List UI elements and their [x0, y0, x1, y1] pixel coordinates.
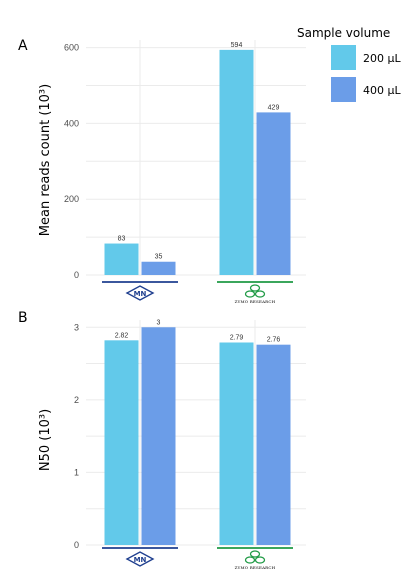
panel-a-y-tick-1: 200	[64, 194, 79, 204]
legend: Sample volume 200 µL 400 µL	[297, 26, 401, 102]
panel-b-bar-1-0	[219, 342, 254, 545]
panel-b-y-ticks: 0 1 2 3	[74, 322, 79, 550]
panel-b: B N50 (10³) 0 1 2 3 2.82 3 2.79 2.76 MN ZYMO RE…	[18, 310, 306, 570]
panel-b-zymo-logo-ring-top	[249, 550, 261, 558]
panel-b-bar-0-1	[141, 327, 176, 545]
panel-a-bars: 83 35 594 429	[104, 42, 291, 275]
panel-a-category-logos: MN ZYMO RESEARCH	[102, 281, 293, 304]
panel-b-y-tick-1: 1	[74, 467, 79, 477]
panel-a: A Mean reads count (10³) 0 200 400 600 83 35…	[18, 38, 306, 304]
panel-b-label: B	[18, 310, 28, 326]
panel-b-y-tick-0: 0	[74, 540, 79, 550]
panel-a-bar-label-1-1: 429	[268, 104, 280, 111]
panel-a-bar-1-1	[256, 112, 291, 275]
panel-b-bar-label-1-0: 2.79	[230, 335, 244, 342]
panel-a-zymo-logo-text: ZYMO RESEARCH	[235, 299, 276, 304]
panel-a-bar-label-1-0: 594	[231, 42, 243, 49]
panel-a-y-ticks: 0 200 400 600	[64, 43, 79, 280]
panel-a-bar-label-0-1: 35	[155, 254, 163, 261]
panel-a-label: A	[18, 38, 28, 54]
panel-b-zymo-logo-ring-left	[244, 556, 256, 564]
panel-b-y-tick-3: 3	[74, 322, 79, 332]
panel-a-zymo-logo-ring-top	[249, 284, 261, 292]
panel-b-mn-logo-text: MN	[134, 556, 147, 564]
panel-b-mn-logo-diamond	[125, 551, 155, 567]
panel-b-bar-label-1-1: 2.76	[267, 337, 281, 344]
panel-b-bars: 2.82 3 2.79 2.76	[104, 319, 291, 545]
panel-a-mn-logo-text: MN	[134, 290, 147, 298]
legend-title: Sample volume	[297, 26, 390, 40]
panel-a-zymo-logo-ring-right	[254, 290, 266, 298]
panel-b-zymo-logo-ring-right	[254, 556, 266, 564]
panel-b-zymo-logo-text: ZYMO RESEARCH	[235, 565, 276, 570]
panel-a-bar-1-0	[219, 49, 254, 275]
panel-a-mn-logo-diamond	[125, 285, 155, 301]
panel-a-y-tick-3: 600	[64, 43, 79, 53]
panel-b-bar-label-0-0: 2.82	[115, 332, 129, 339]
panel-a-bar-0-1	[141, 261, 176, 275]
panel-a-y-axis-label: Mean reads count (10³)	[38, 84, 53, 236]
panel-b-y-axis-label: N50 (10³)	[38, 409, 53, 471]
panel-b-y-tick-2: 2	[74, 395, 79, 405]
panel-a-y-tick-0: 0	[74, 270, 79, 280]
panel-b-bar-0-0	[104, 340, 139, 545]
legend-swatch-400	[331, 77, 356, 102]
legend-label-400: 400 µL	[363, 84, 401, 97]
panel-a-y-tick-2: 400	[64, 118, 79, 128]
panel-a-bar-0-0	[104, 243, 139, 275]
legend-label-200: 200 µL	[363, 52, 401, 65]
panel-b-bar-label-0-1: 3	[157, 319, 161, 326]
panel-b-bar-1-1	[256, 344, 291, 545]
panel-a-zymo-logo-ring-left	[244, 290, 256, 298]
legend-swatch-200	[331, 45, 356, 70]
panel-b-category-logos: MN ZYMO RESEARCH	[102, 547, 293, 570]
panel-a-bar-label-0-0: 83	[118, 236, 126, 243]
